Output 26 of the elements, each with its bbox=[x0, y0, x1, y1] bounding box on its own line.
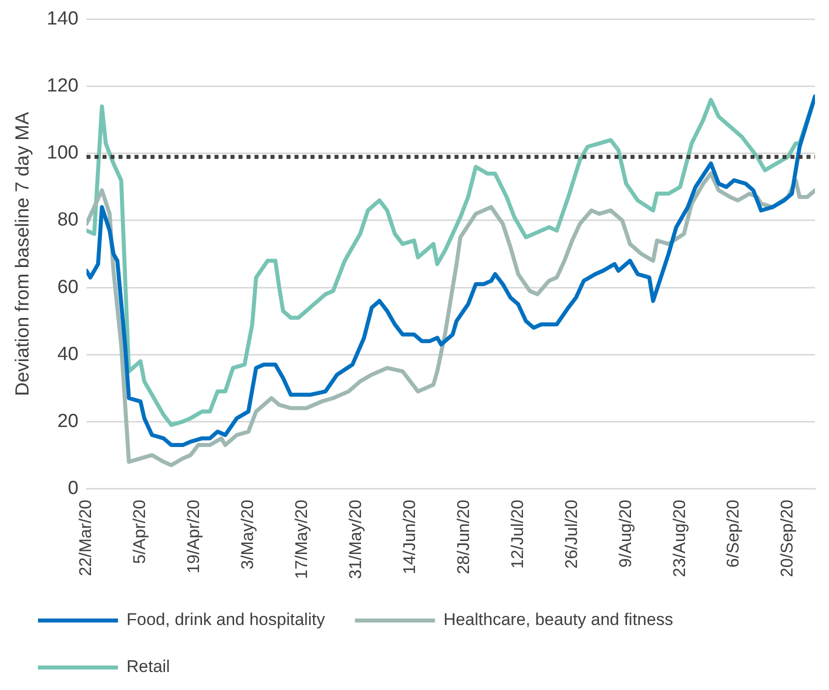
x-tick-label: 31/May/20 bbox=[346, 500, 366, 580]
x-tick-label: 17/May/20 bbox=[292, 500, 312, 580]
y-tick-label: 120 bbox=[46, 76, 78, 97]
x-tick-label: 20/Sep/20 bbox=[778, 500, 797, 578]
legend-label: Food, drink and hospitality bbox=[126, 610, 326, 630]
x-tick-label: 12/Jul/20 bbox=[508, 500, 527, 569]
y-tick-label: 0 bbox=[68, 478, 78, 499]
y-tick-label: 60 bbox=[57, 276, 78, 298]
x-tick-label: 19/Apr/20 bbox=[184, 500, 204, 574]
y-tick-label: 80 bbox=[57, 210, 78, 231]
x-tick-label: 9/Aug/20 bbox=[616, 500, 635, 568]
y-axis-title: Deviation from baseline 7 day MA bbox=[12, 112, 34, 396]
x-tick-label: 26/Jul/20 bbox=[562, 500, 581, 569]
x-tick-label: 23/Aug/20 bbox=[670, 500, 689, 578]
x-tick-label: 22/Mar/20 bbox=[76, 500, 96, 576]
x-tick-label: 6/Sep/20 bbox=[724, 500, 743, 568]
x-tick-label: 14/Jun/20 bbox=[400, 500, 419, 574]
x-tick-label: 3/May/20 bbox=[238, 500, 258, 570]
x-tick-label: 5/Apr/20 bbox=[130, 500, 150, 564]
y-tick-label: 140 bbox=[46, 8, 78, 30]
y-tick-label: 20 bbox=[57, 410, 78, 432]
x-tick-label: 28/Jun/20 bbox=[454, 500, 473, 574]
legend-label: Retail bbox=[126, 657, 170, 676]
y-tick-label: 100 bbox=[46, 142, 78, 164]
legend-label: Healthcare, beauty and fitness bbox=[443, 610, 674, 630]
y-tick-label: 40 bbox=[57, 344, 78, 365]
